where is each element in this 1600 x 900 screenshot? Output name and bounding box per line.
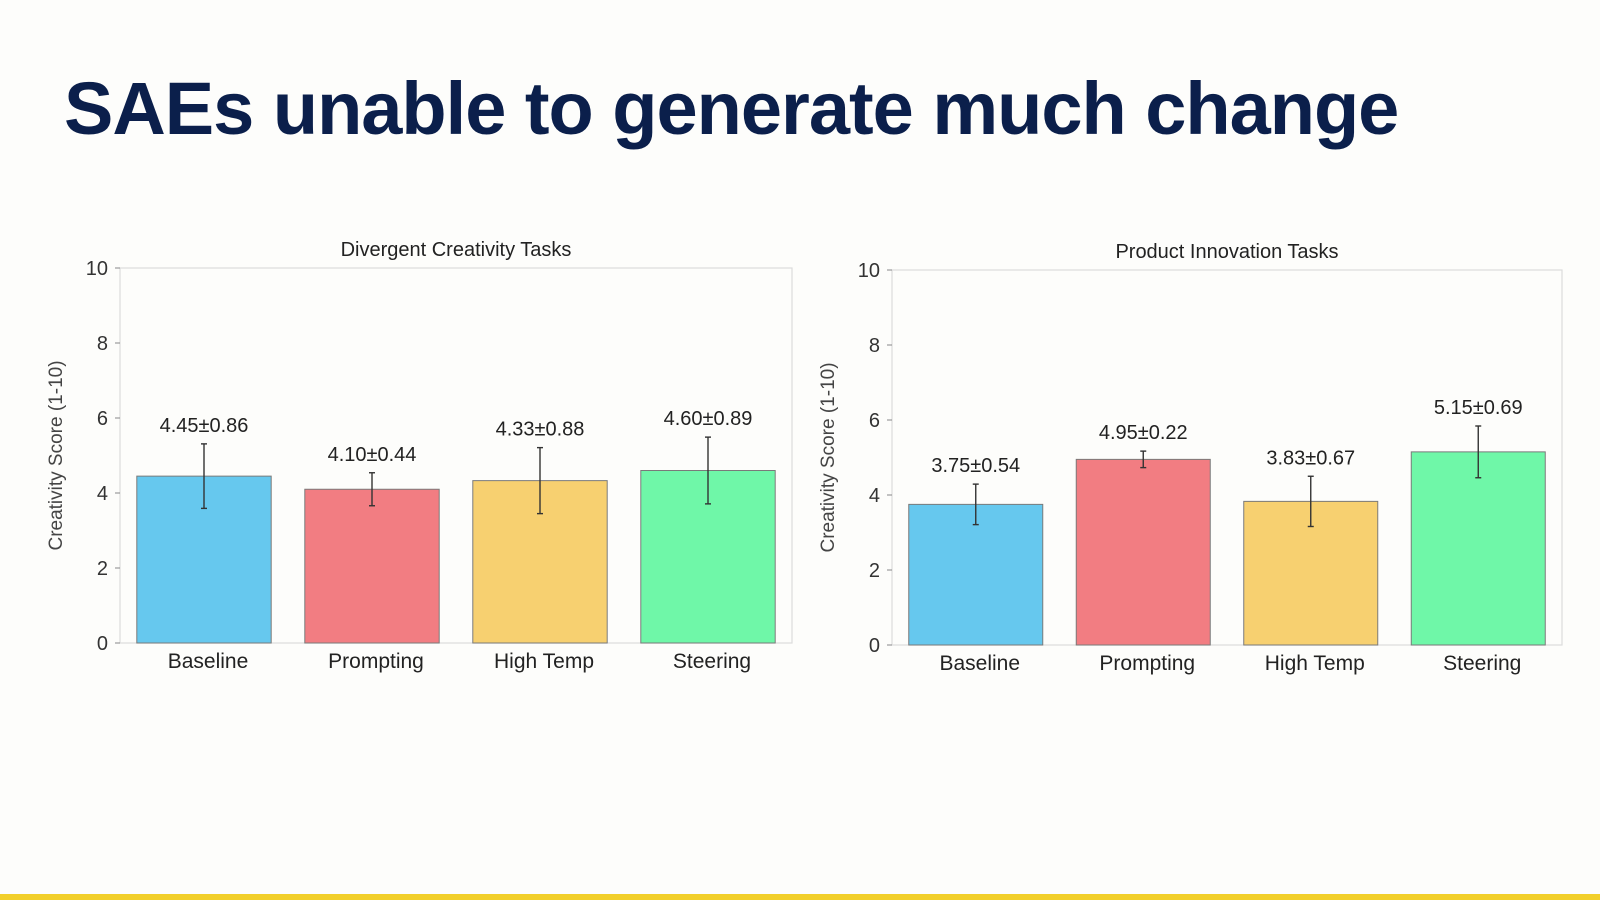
y-tick-label: 6 [97,408,108,430]
value-label: 3.83±0.67 [1266,447,1355,469]
chart-title: Divergent Creativity Tasks [341,239,572,261]
y-tick-label: 2 [97,558,108,580]
x-tick-label: High Temp [1265,652,1365,675]
y-axis-label: Creativity Score (1-10) [818,362,839,552]
y-tick-label: 4 [869,485,880,507]
chart-2: Product Innovation Tasks Creativity Score… [818,241,1563,675]
y-tick-label: 6 [869,410,880,432]
x-tick-label: Prompting [1099,652,1195,675]
bar-prompting [1075,458,1211,646]
bar-steering [1410,451,1546,646]
y-tick-label: 4 [97,483,108,505]
y-tick-label: 10 [86,258,108,280]
chart-title: Product Innovation Tasks [1115,241,1338,263]
x-tick-label: Steering [1443,652,1521,675]
value-label: 4.60±0.89 [664,408,753,430]
slide-title: SAEs unable to generate much change [64,67,1399,150]
plot-frame [119,267,793,644]
y-tick-label: 8 [97,333,108,355]
y-tick-label: 2 [869,560,880,582]
x-tick-label: Baseline [939,652,1020,675]
plot-frame [891,269,1563,646]
value-label: 3.75±0.54 [931,455,1020,477]
x-tick-label: High Temp [494,650,594,673]
value-label: 4.45±0.86 [160,415,249,437]
y-tick-label: 10 [858,260,880,282]
chart-1: Divergent Creativity Tasks Creativity Sco… [46,239,793,673]
y-tick-label: 0 [869,635,880,657]
value-label: 4.95±0.22 [1099,422,1188,444]
y-tick-label: 0 [97,633,108,655]
accent-bar [0,894,1600,900]
bar-prompting [304,488,440,644]
bar-baseline [908,503,1044,646]
x-tick-label: Steering [673,650,751,673]
value-label: 4.10±0.44 [328,444,417,466]
x-tick-label: Baseline [168,650,249,673]
x-tick-label: Prompting [328,650,424,673]
value-label: 4.33±0.88 [496,419,585,441]
y-axis-label: Creativity Score (1-10) [46,360,67,550]
y-tick-label: 8 [869,335,880,357]
value-label: 5.15±0.69 [1434,397,1523,419]
